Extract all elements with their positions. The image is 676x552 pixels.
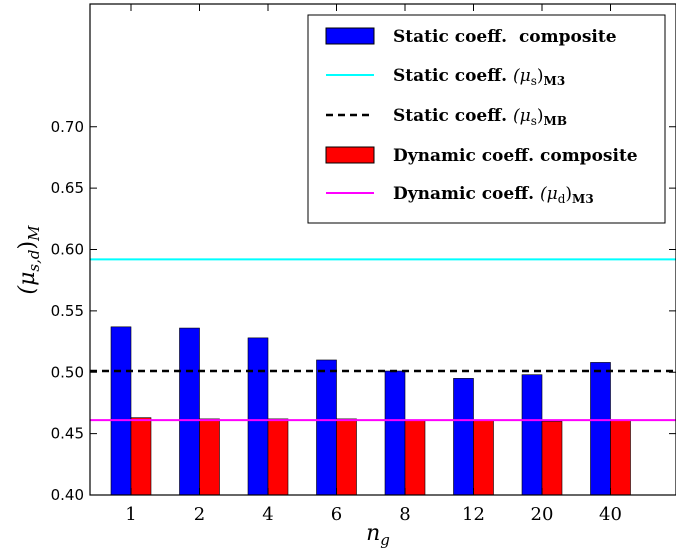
bar-dynamic-12: [473, 419, 494, 496]
bar-static-12: [453, 378, 474, 496]
bar-static-40: [590, 362, 611, 496]
y-tick-label-0.55: 0.55: [51, 302, 84, 320]
legend-label-static-mb: Static coeff. (μs)MB: [393, 106, 567, 128]
bar-dynamic-6: [336, 418, 357, 496]
x-tick-label-2: 2: [194, 504, 205, 525]
legend-swatch-dynamic-composite: [325, 146, 375, 164]
y-tick-label-0.70: 0.70: [51, 118, 84, 136]
x-tick-label-8: 8: [399, 504, 410, 525]
x-tick-label-4: 4: [262, 504, 273, 525]
legend-label-dynamic-composite: Dynamic coeff. composite: [393, 146, 638, 166]
y-tick-label-0.65: 0.65: [51, 179, 84, 197]
x-tick-label-12: 12: [462, 504, 485, 525]
bar-static-8: [384, 370, 406, 496]
legend-label-static-m3: Static coeff. (μs)M3: [393, 66, 565, 88]
x-axis-label: ng: [366, 521, 390, 549]
bar-static-4: [247, 337, 269, 496]
bar-dynamic-1: [130, 417, 152, 496]
legend: Static coeff. composite Static coeff. (μ…: [307, 14, 666, 224]
bar-static-1: [110, 326, 132, 496]
y-tick-label-0.50: 0.50: [51, 363, 84, 381]
bar-dynamic-40: [610, 419, 631, 496]
x-tick-label-6: 6: [331, 504, 342, 525]
y-tick-label-0.60: 0.60: [51, 241, 84, 259]
bar-static-6: [316, 359, 337, 496]
y-axis-label: (μs,d)M: [15, 225, 43, 295]
x-tick-label-40: 40: [599, 504, 622, 525]
bar-dynamic-4: [267, 418, 289, 496]
bar-dynamic-2: [199, 418, 220, 496]
legend-swatch-static-composite: [325, 27, 375, 45]
y-tick-label-0.40: 0.40: [51, 486, 84, 504]
bar-static-20: [521, 374, 543, 496]
bar-dynamic-8: [404, 419, 426, 496]
bar-static-2: [179, 327, 200, 496]
x-tick-label-20: 20: [531, 504, 554, 525]
bar-dynamic-20: [541, 421, 563, 496]
x-tick-label-1: 1: [125, 504, 136, 525]
legend-frame: [307, 14, 666, 224]
legend-label-dynamic-m3: Dynamic coeff. (μd)M3: [393, 184, 594, 206]
legend-label-static-composite: Static coeff. composite: [393, 27, 617, 47]
y-tick-label-0.45: 0.45: [51, 425, 84, 443]
